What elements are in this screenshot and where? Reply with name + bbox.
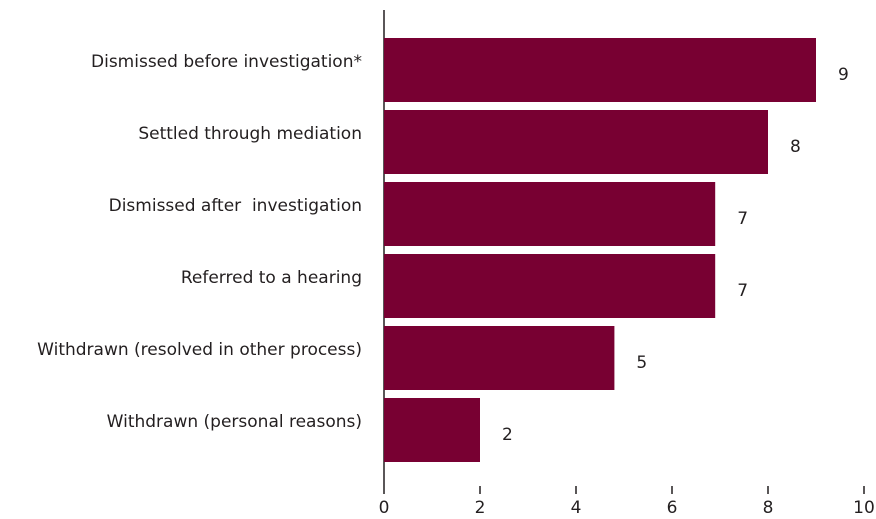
bar [384,326,615,390]
value-label: 9 [838,65,849,85]
value-label: 7 [737,209,748,229]
value-label: 7 [737,281,748,301]
category-label: Withdrawn (personal reasons) [107,412,362,432]
category-label: Dismissed after investigation [109,196,362,216]
bar [384,38,816,102]
bar [384,398,480,462]
bar [384,182,716,246]
category-label: Withdrawn (resolved in other process) [37,340,362,360]
value-label: 2 [502,425,513,445]
value-label: 8 [790,137,801,157]
x-tick-label: 6 [667,498,678,518]
bar [384,110,768,174]
x-tick-label: 4 [571,498,582,518]
category-label: Settled through mediation [138,124,362,144]
x-tick-label: 0 [379,498,390,518]
x-tick-label: 2 [475,498,486,518]
category-label: Dismissed before investigation* [91,52,362,72]
x-tick-label: 10 [853,498,875,518]
category-label: Referred to a hearing [181,268,362,288]
x-tick-label: 8 [763,498,774,518]
value-label: 5 [636,353,647,373]
bar [384,254,716,318]
